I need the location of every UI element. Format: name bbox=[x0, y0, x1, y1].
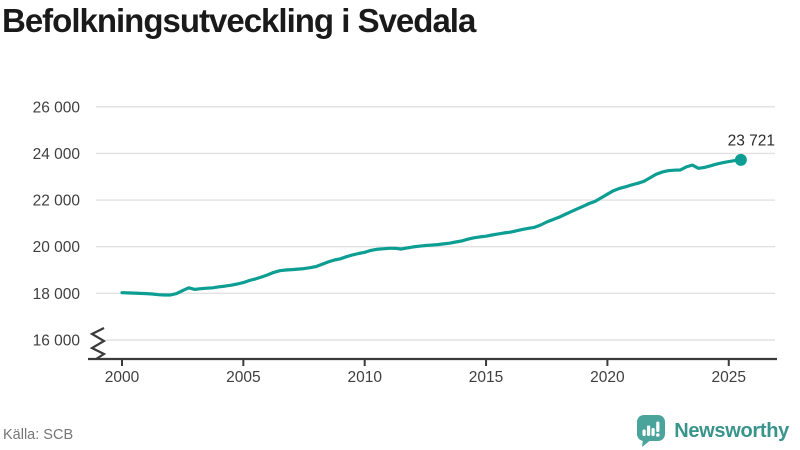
y-axis-labels: 16 000 18 000 20 000 22 000 24 000 26 000 bbox=[33, 99, 81, 349]
x-tick-label: 2020 bbox=[590, 369, 625, 386]
newsworthy-logo-text: Newsworthy bbox=[674, 419, 789, 442]
bar-medium bbox=[651, 428, 655, 436]
y-tick-label: 20 000 bbox=[33, 239, 81, 256]
series-end-dot bbox=[734, 153, 747, 166]
y-tick-label: 26 000 bbox=[33, 99, 81, 116]
source-caption: Källa: SCB bbox=[3, 427, 74, 443]
x-tick-label: 2005 bbox=[226, 369, 260, 386]
y-gridlines bbox=[96, 106, 775, 341]
exclamation-dot bbox=[656, 433, 660, 437]
x-tick-label: 2010 bbox=[347, 369, 382, 386]
series-end-value-label: 23 721 bbox=[728, 132, 775, 149]
chart-title: Befolkningsutveckling i Svedala bbox=[2, 2, 476, 39]
bar-small bbox=[642, 429, 646, 436]
y-tick-label: 24 000 bbox=[33, 146, 81, 163]
x-axis-ticks bbox=[121, 359, 730, 366]
x-axis-labels: 2000 2005 2010 2015 2020 2025 bbox=[105, 369, 746, 386]
newsworthy-logo-icon bbox=[637, 415, 666, 447]
exclamation-bar bbox=[656, 421, 660, 432]
bar-tall bbox=[647, 425, 651, 436]
y-tick-label: 22 000 bbox=[33, 193, 81, 210]
population-series-line bbox=[120, 158, 743, 297]
x-tick-label: 2025 bbox=[712, 369, 746, 386]
y-tick-label: 18 000 bbox=[33, 286, 81, 303]
x-tick-label: 2015 bbox=[469, 369, 503, 386]
x-tick-label: 2000 bbox=[105, 369, 140, 386]
y-tick-label: 16 000 bbox=[33, 333, 81, 350]
newsworthy-logo[interactable]: Newsworthy bbox=[636, 414, 789, 448]
y-axis-break-icon bbox=[89, 327, 107, 360]
